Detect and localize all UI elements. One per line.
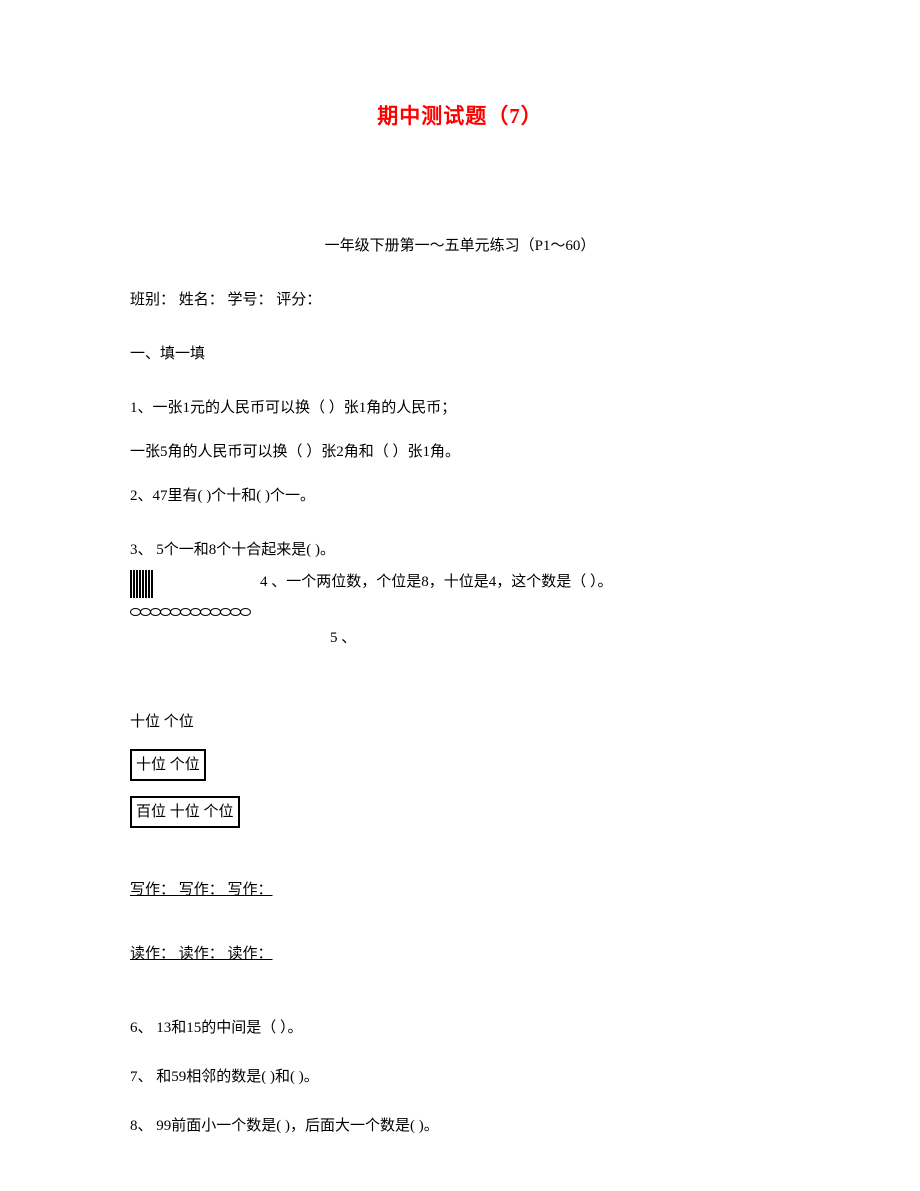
question-4-text: 4 、一个两位数，个位是8，十位是4，这个数是（ ）。	[260, 570, 613, 594]
question-3: 3、 5个一和8个十合起来是( )。	[130, 538, 790, 562]
read-text: 读作： 读作： 读作：	[130, 946, 273, 962]
question-5: 5 、	[330, 626, 790, 650]
info-line: 班别： 姓名： 学号： 评分：	[130, 288, 790, 312]
place-labels-2-box: 十位 个位	[130, 749, 206, 781]
section-header: 一、填一填	[130, 342, 790, 366]
place-labels-3: 百位 十位 个位	[130, 796, 790, 828]
question-4-container: 4 、一个两位数，个位是8，十位是4，这个数是（ ）。	[130, 570, 790, 616]
question-6: 6、 13和15的中间是（ ）。	[130, 1016, 790, 1040]
question-7: 7、 和59相邻的数是( )和( )。	[130, 1065, 790, 1089]
place-labels-1: 十位 个位	[130, 710, 790, 734]
question-1b: 一张5角的人民币可以换（ ）张2角和（ ）张1角。	[130, 440, 790, 464]
place-labels-2: 十位 个位	[130, 749, 790, 781]
read-line: 读作： 读作： 读作：	[130, 942, 790, 966]
abacus-icon	[130, 570, 250, 616]
question-8: 8、 99前面小一个数是( )，后面大一个数是( )。	[130, 1114, 790, 1138]
write-line: 写作： 写作： 写作：	[130, 878, 790, 902]
write-text: 写作： 写作： 写作：	[130, 882, 273, 898]
subtitle: 一年级下册第一～五单元练习（P1～60）	[130, 234, 790, 258]
question-2: 2、47里有( )个十和( )个一。	[130, 484, 790, 508]
question-1: 1、一张1元的人民币可以换（ ）张1角的人民币；	[130, 396, 790, 420]
place-labels-3-box: 百位 十位 个位	[130, 796, 240, 828]
page-title: 期中测试题（7）	[130, 100, 790, 134]
